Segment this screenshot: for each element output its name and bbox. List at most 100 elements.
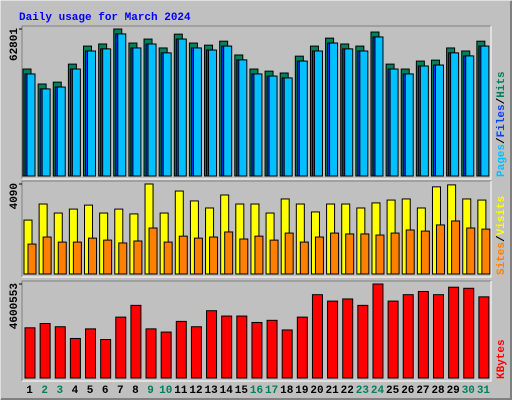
bar	[102, 48, 112, 177]
bar	[419, 65, 429, 177]
bar	[71, 68, 81, 177]
x-tick-label: 24	[371, 385, 385, 397]
x-tick-label: 8	[132, 385, 139, 397]
bar	[88, 237, 98, 275]
bar	[251, 321, 263, 379]
bar	[145, 328, 157, 379]
bar	[42, 236, 52, 275]
bar	[268, 75, 278, 177]
bar	[330, 232, 340, 275]
bar	[177, 38, 187, 177]
legend-separator: /	[496, 97, 508, 104]
bar	[345, 233, 355, 275]
bar	[162, 52, 172, 177]
legend-entry: KBytes	[496, 339, 508, 379]
y-tick-label: 62801	[9, 28, 21, 61]
x-tick-label: 20	[310, 385, 323, 397]
x-tick-label: 30	[462, 385, 475, 397]
panel-bevel	[22, 281, 492, 382]
bar	[147, 43, 157, 177]
bar	[117, 33, 127, 177]
x-tick-label: 17	[265, 385, 278, 397]
panel-bevel	[22, 181, 492, 278]
bar	[266, 319, 278, 379]
bar	[420, 230, 430, 275]
bar	[39, 323, 51, 379]
x-tick-label: 7	[117, 385, 124, 397]
bar	[118, 242, 128, 275]
bar	[329, 42, 339, 177]
bar	[390, 232, 400, 275]
x-tick-label: 10	[159, 385, 172, 397]
bar	[359, 50, 369, 177]
bar	[375, 234, 385, 275]
bar	[314, 236, 324, 275]
x-tick-label: 21	[326, 385, 340, 397]
bar	[296, 316, 308, 379]
bar	[281, 329, 293, 379]
x-tick-label: 12	[189, 385, 202, 397]
bar	[463, 287, 475, 379]
x-tick-label: 25	[386, 385, 400, 397]
bar	[372, 283, 384, 379]
bar	[163, 241, 173, 275]
bar	[26, 73, 36, 177]
bar	[72, 241, 82, 275]
bar	[448, 286, 460, 379]
bar	[238, 59, 248, 177]
x-tick-label: 1	[26, 385, 33, 397]
bar	[357, 304, 369, 379]
bar	[466, 227, 476, 275]
bar	[100, 339, 112, 379]
bar	[417, 290, 429, 379]
panel-bevel	[21, 25, 491, 179]
x-tick-label: 16	[250, 385, 263, 397]
legend-separator: /	[496, 235, 508, 242]
legend-entry: Hits	[496, 71, 508, 97]
bar	[402, 294, 414, 379]
bar	[57, 241, 67, 275]
bar	[432, 294, 444, 379]
bar	[85, 328, 97, 379]
bar	[450, 52, 460, 177]
bar	[103, 239, 113, 275]
x-tick-label: 28	[431, 385, 445, 397]
bar	[87, 50, 97, 177]
x-tick-label: 31	[477, 385, 491, 397]
legend: Pages/Files/Hits	[496, 71, 508, 177]
x-tick-label: 4	[72, 385, 79, 397]
legend-entry: Files	[496, 104, 508, 137]
bar	[133, 240, 143, 275]
bar	[404, 73, 414, 177]
bar	[192, 47, 202, 177]
bar	[209, 236, 219, 275]
bar	[478, 296, 490, 379]
y-tick-label: 4090	[9, 183, 21, 209]
bar	[208, 49, 218, 177]
bar	[236, 315, 248, 379]
x-tick-label: 5	[87, 385, 94, 397]
y-tick-label: 4600553	[9, 283, 21, 330]
bar	[387, 300, 399, 379]
bar	[221, 315, 233, 379]
chart-title: Daily usage for March 2024	[19, 12, 191, 24]
bar	[253, 73, 263, 177]
x-tick-label: 3	[57, 385, 64, 397]
bar	[313, 50, 323, 177]
x-tick-label: 15	[235, 385, 249, 397]
bar	[178, 235, 188, 275]
bar	[56, 86, 66, 177]
x-tick-label: 18	[280, 385, 294, 397]
bar	[342, 298, 354, 379]
panel-bevel	[22, 26, 492, 180]
x-tick-label: 27	[416, 385, 429, 397]
bar	[344, 48, 354, 177]
x-tick-label: 9	[147, 385, 154, 397]
bar	[435, 224, 445, 275]
bar	[190, 326, 202, 379]
legend-entry: Pages	[496, 144, 508, 177]
bar	[389, 68, 399, 177]
bar	[465, 55, 475, 177]
bar	[405, 229, 415, 275]
